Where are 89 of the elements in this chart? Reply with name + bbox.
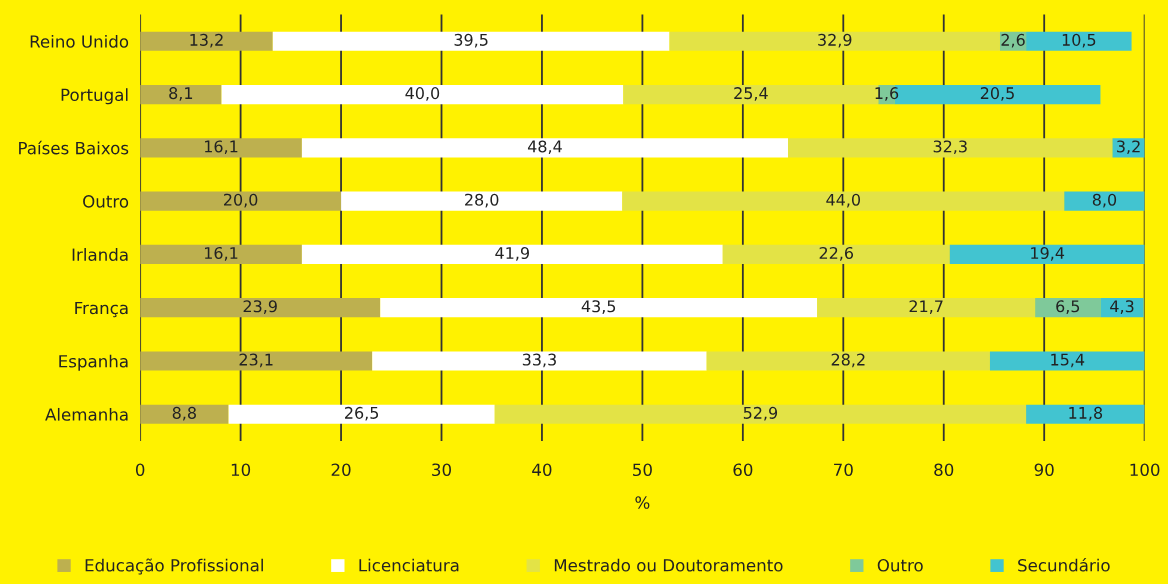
bar (722, 244, 950, 264)
y-tick-label: Irlanda (72, 248, 128, 261)
bar (228, 404, 495, 424)
bar (989, 351, 1145, 371)
data-label: 22,6 (819, 246, 854, 261)
data-label: 13,2 (190, 33, 223, 48)
bar (301, 244, 723, 264)
bar (140, 84, 222, 105)
bar (221, 84, 624, 105)
bar (706, 351, 990, 371)
data-label: 8,0 (1092, 193, 1117, 208)
bar (622, 191, 1065, 211)
x-axis-title: % (635, 496, 650, 509)
data-label: 20,5 (980, 87, 1014, 101)
bar (380, 298, 818, 318)
x-tick-label: 30 (432, 463, 451, 477)
y-tick-label: Países Baixos (19, 140, 129, 155)
legend-label: Educação Profissional (85, 558, 263, 575)
y-tick-label: Portugal (61, 88, 128, 105)
legend-label: Outro (877, 559, 923, 572)
data-label: 19,4 (1031, 246, 1065, 261)
x-tick-label: 90 (1034, 463, 1054, 477)
data-label: 8,8 (172, 406, 196, 421)
data-label: 6,5 (1056, 300, 1080, 314)
data-label: 20,0 (224, 193, 258, 208)
data-label: 25,4 (734, 87, 768, 101)
bar (949, 244, 1145, 264)
legend-label: Mestrado ou Doutoramento (554, 558, 783, 572)
data-label: 48,4 (527, 140, 562, 155)
data-label: 10,5 (1062, 33, 1096, 48)
bar (372, 351, 707, 371)
legend-label: Secundário (1018, 558, 1110, 572)
x-tick-label: 40 (532, 463, 552, 477)
data-label: 23,9 (243, 300, 277, 314)
y-tick-label: Reino Unido (30, 34, 129, 48)
data-label: 3,2 (1117, 140, 1140, 155)
data-label: 23,1 (239, 353, 273, 368)
bar (341, 191, 623, 211)
data-label: 33,3 (522, 353, 556, 368)
data-label: 32,9 (818, 33, 852, 48)
bar (1100, 298, 1144, 318)
data-label: 40,0 (405, 87, 440, 101)
bar (272, 31, 670, 51)
x-tick-label: 60 (733, 463, 753, 477)
bar (140, 298, 381, 318)
bar (788, 138, 1113, 158)
y-tick-label: Espanha (59, 354, 128, 371)
x-tick-label: 10 (231, 463, 251, 477)
data-label: 43,5 (581, 300, 616, 314)
data-label: 8,1 (169, 87, 193, 101)
data-label: 44,0 (826, 193, 861, 208)
data-label: 52,9 (743, 406, 778, 421)
legend-label: Licenciatura (359, 558, 459, 572)
data-label: 26,5 (345, 406, 379, 421)
x-tick-label: 80 (934, 463, 954, 477)
y-tick-label: Outro (83, 195, 129, 208)
bar (140, 351, 373, 371)
bar (140, 138, 302, 158)
bar (301, 138, 789, 158)
bar (669, 31, 1000, 51)
data-label: 28,2 (831, 353, 865, 368)
bar (494, 404, 1027, 424)
data-label: 32,3 (933, 140, 967, 155)
bar (140, 31, 273, 51)
y-tick-label: Alemanha (45, 407, 128, 421)
data-label: 11,8 (1069, 406, 1103, 421)
bar (817, 298, 1036, 318)
x-tick-label: 0 (135, 463, 145, 477)
data-label: 16,1 (204, 246, 238, 261)
data-label: 16,1 (204, 140, 238, 155)
bar (1064, 191, 1145, 211)
bar (1026, 404, 1145, 424)
x-tick-label: 100 (1130, 463, 1160, 477)
data-label: 41,9 (495, 246, 529, 261)
data-label: 15,4 (1051, 353, 1085, 368)
bar (1035, 298, 1101, 318)
y-tick-label: França (75, 301, 128, 318)
bar (1026, 31, 1132, 51)
data-label: 28,0 (465, 193, 499, 208)
x-tick-label: 50 (633, 463, 652, 477)
x-tick-label: 70 (834, 463, 853, 477)
data-label: 4,3 (1110, 300, 1134, 314)
data-label: 21,7 (909, 300, 943, 314)
bar (140, 244, 302, 264)
bar (140, 404, 229, 424)
data-label: 2,6 (1001, 33, 1025, 48)
x-tick-label: 20 (331, 463, 351, 477)
bar (140, 191, 342, 211)
data-label: 39,5 (454, 33, 488, 48)
